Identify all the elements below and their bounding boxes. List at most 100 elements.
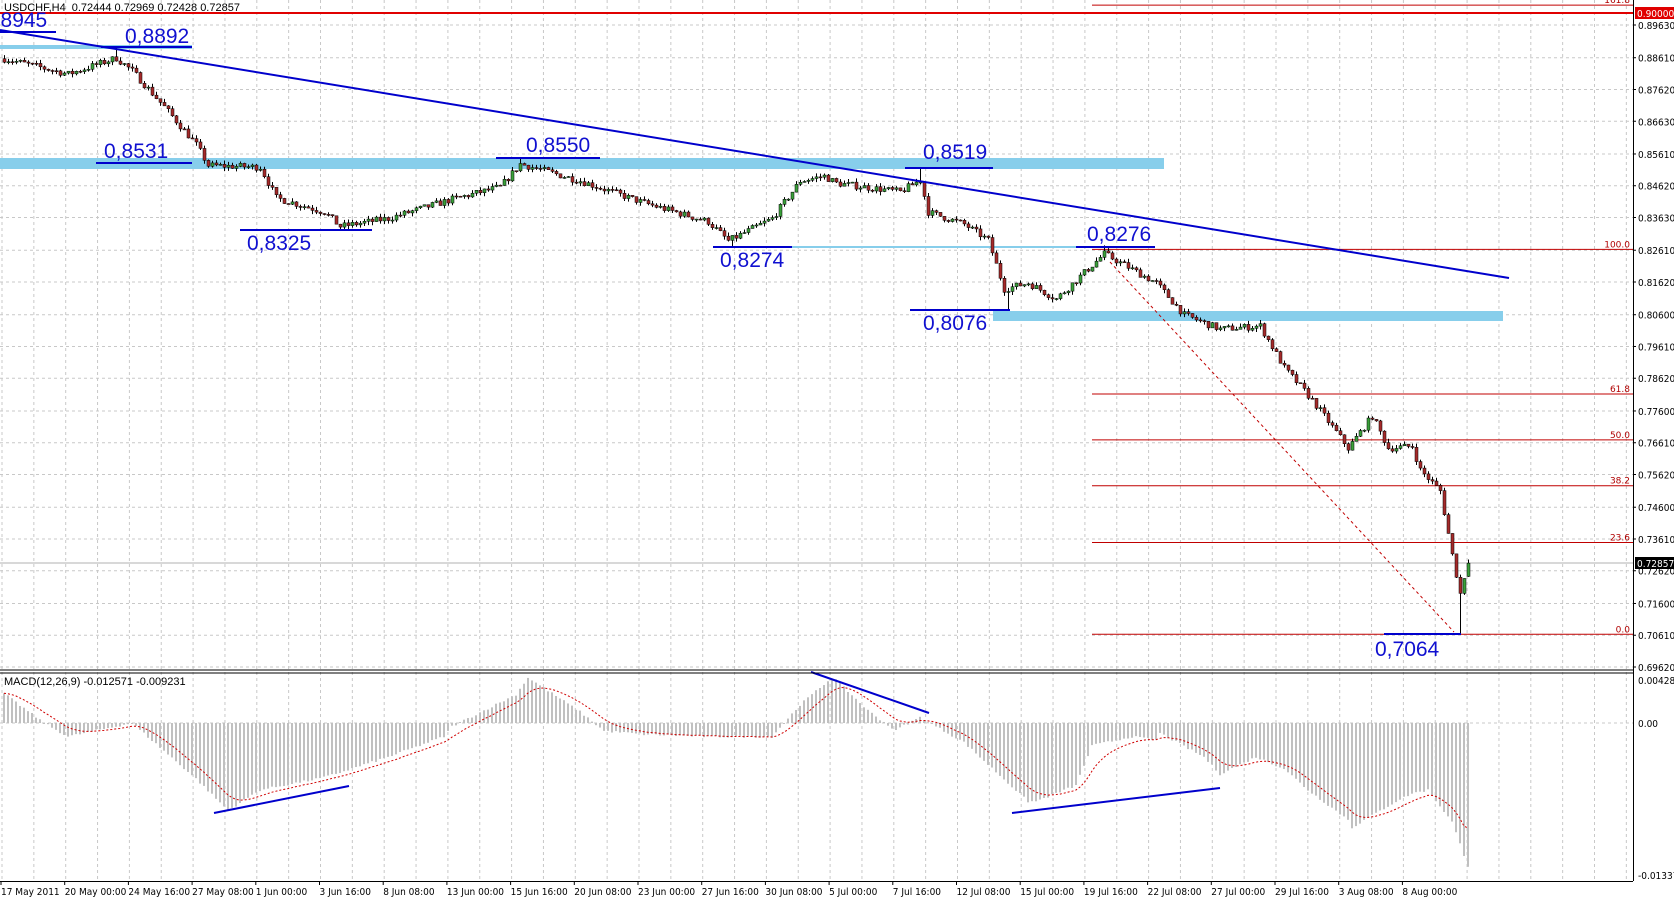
fibonacci-retracement[interactable]: 161.8 100.0 61.8 50.0 38.2 23.6 0.0: [1092, 0, 1633, 635]
candle-bearish: [1454, 553, 1459, 578]
macd-histogram-bar: [643, 723, 645, 736]
candle-bullish: [758, 222, 763, 226]
macd-histogram-bar: [367, 723, 369, 764]
candle-bearish: [1414, 447, 1419, 462]
annotation-label[interactable]: 0,8945: [0, 9, 47, 32]
macd-histogram-bar: [1007, 723, 1009, 784]
candle-bullish: [1090, 266, 1095, 272]
candle-bearish: [1134, 267, 1139, 271]
candle-bearish: [662, 206, 667, 211]
fibo-diagonal[interactable]: [1109, 261, 1455, 633]
candle-bearish: [1442, 490, 1447, 515]
candle-bearish: [734, 235, 739, 239]
candle-bearish: [978, 228, 983, 238]
macd-histogram-bar: [259, 723, 261, 792]
x-tick-label: 5 Jul 00:00: [829, 887, 877, 898]
macd-histogram-bar: [1371, 723, 1373, 815]
macd-histogram-bar: [307, 723, 309, 782]
annotation-label[interactable]: 0,8325: [247, 232, 311, 255]
macd-histogram-bar: [791, 713, 793, 723]
annotation-label[interactable]: 0,8519: [923, 141, 987, 164]
macd-histogram-bar: [843, 686, 845, 723]
macd-histogram-bar: [39, 719, 41, 723]
candle-bullish: [858, 187, 863, 190]
resistance-zone[interactable]: [0, 158, 1164, 169]
annotation-label[interactable]: 0,8274: [720, 249, 785, 272]
candle-bullish: [766, 218, 771, 222]
candle-bullish: [802, 181, 807, 183]
candle-bearish: [38, 63, 43, 68]
macd-histogram-bar: [551, 692, 553, 723]
macd-histogram-bar: [1295, 723, 1297, 779]
macd-histogram-bar: [1191, 723, 1193, 750]
macd-histogram-bar: [899, 723, 901, 728]
candle-bearish: [618, 189, 623, 194]
macd-histogram-bar: [375, 723, 377, 762]
candle-bullish: [1150, 280, 1155, 282]
candle-bullish: [510, 170, 515, 182]
candle-bullish: [1250, 328, 1255, 331]
macd-divergence-line[interactable]: [213, 785, 350, 814]
support-zone[interactable]: [993, 311, 1503, 321]
candle-bearish: [22, 60, 27, 63]
macd-histogram-bar: [31, 713, 33, 723]
macd-histogram-bar: [423, 723, 425, 744]
candle-bullish: [366, 218, 371, 222]
macd-histogram-bar: [483, 710, 485, 723]
time-axis[interactable]: 17 May 2011 20 May 00:00 24 May 16:00 27 Ma…: [0, 881, 1458, 898]
macd-histogram-bar: [699, 723, 701, 736]
macd-histogram-bar: [183, 723, 185, 770]
candle-bullish: [806, 179, 811, 182]
fibo-level-label: 50.0: [1610, 431, 1630, 441]
candle-bearish: [698, 218, 703, 221]
annotation-label[interactable]: 0,8531: [104, 140, 168, 163]
macd-histogram-bar: [631, 723, 633, 733]
macd-histogram-bar: [691, 723, 693, 737]
macd-histogram-bar: [1407, 723, 1409, 797]
price-axis[interactable]: 0.89630 0.88610 0.87620 0.86630 0.85610 0.846…: [1633, 21, 1674, 882]
annotation-label[interactable]: 0,8276: [1087, 223, 1151, 246]
macd-histogram-bar: [403, 723, 405, 751]
macd-histogram-bar: [567, 703, 569, 723]
macd-histogram-bar: [1199, 723, 1201, 755]
macd-divergence-line[interactable]: [1011, 787, 1221, 814]
macd-histogram-bar: [1011, 723, 1013, 788]
macd-histogram-bar: [227, 723, 229, 811]
macd-histogram-bar: [371, 723, 373, 762]
macd-histogram-bar: [755, 723, 757, 738]
candle-bearish: [1214, 322, 1219, 330]
candle-bullish: [586, 182, 591, 187]
annotation-label[interactable]: 0,8892: [125, 25, 189, 48]
macd-histogram-bar: [847, 692, 849, 723]
candle-bearish: [454, 195, 459, 198]
macd-histogram-bar: [427, 723, 429, 743]
annotation-label[interactable]: 0,8076: [923, 312, 987, 335]
candle-bearish: [294, 201, 299, 207]
macd-histogram-bar: [707, 723, 709, 736]
macd-histogram-bar: [51, 723, 53, 728]
macd-histogram-bar: [923, 720, 925, 723]
candle-bullish: [6, 61, 11, 63]
candle-bearish: [202, 148, 207, 161]
macd-histogram-bar: [1415, 723, 1417, 793]
downtrend-line[interactable]: [0, 29, 1510, 279]
candle-bearish: [630, 195, 635, 197]
macd-pane[interactable]: [3, 677, 1469, 867]
macd-histogram-bar: [1403, 723, 1405, 797]
macd-histogram-bar: [127, 723, 129, 725]
annotation-label[interactable]: 0,7064: [1375, 638, 1440, 661]
candle-bearish: [50, 70, 55, 72]
candle-bearish: [1190, 313, 1195, 318]
macd-divergence-line[interactable]: [810, 671, 930, 714]
y-tick-label: 0.70610: [1638, 631, 1674, 642]
macd-histogram-bar: [447, 723, 449, 731]
macd-histogram-bar: [807, 697, 809, 723]
candle-bullish: [1354, 436, 1359, 442]
macd-histogram-bar: [199, 723, 201, 784]
macd-histogram-bar: [251, 723, 253, 795]
candle-bearish: [42, 66, 47, 70]
candle-bearish: [1114, 258, 1119, 264]
annotation-label[interactable]: 0,8550: [526, 134, 590, 157]
candle-bullish: [790, 191, 795, 200]
